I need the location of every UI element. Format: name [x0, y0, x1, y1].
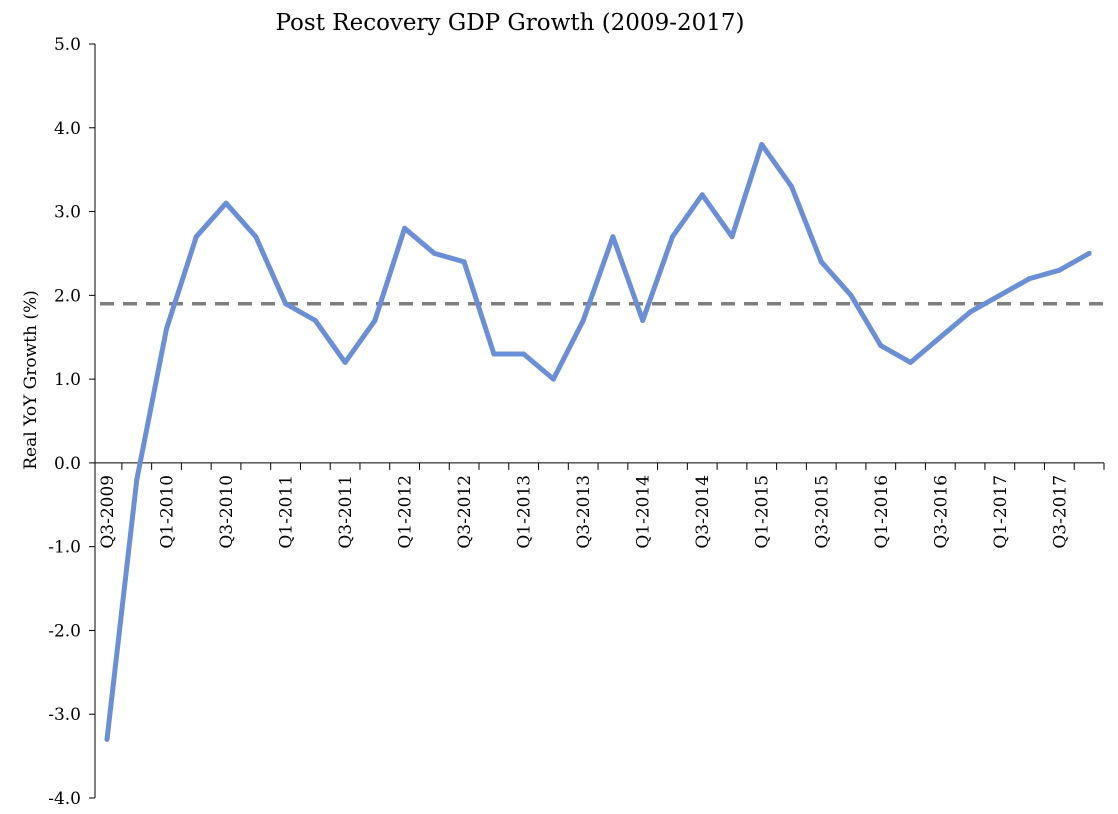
x-tick-label: Q1-2016: [872, 475, 892, 549]
data-point: [342, 359, 348, 365]
y-tick-label: 5.0: [54, 35, 81, 55]
data-point: [521, 351, 527, 357]
x-tick-label: Q1-2014: [634, 475, 654, 549]
data-point: [253, 234, 259, 240]
data-point: [372, 317, 378, 323]
chart-title: Post Recovery GDP Growth (2009-2017): [276, 10, 745, 36]
x-axis-ticks: Q3-2009 Q1-2010 Q3-2010 Q1-2011 Q3-2011 Q1-20…: [98, 462, 1105, 549]
x-tick-label: Q3-2016: [931, 475, 951, 549]
x-tick-label: Q3-2013: [574, 475, 594, 549]
data-point: [997, 292, 1003, 298]
data-point: [402, 225, 408, 231]
data-point: [669, 234, 675, 240]
data-point: [491, 351, 497, 357]
data-point: [789, 183, 795, 189]
data-point: [461, 259, 467, 265]
x-tick-label: Q1-2011: [277, 475, 297, 549]
data-point: [134, 477, 140, 483]
data-point: [312, 317, 318, 323]
data-point: [1027, 276, 1033, 282]
y-axis-label: Real YoY Growth (%): [21, 290, 41, 470]
x-tick-label: Q1-2012: [396, 475, 416, 549]
data-point: [699, 192, 705, 198]
data-point: [610, 234, 616, 240]
x-tick-label: Q1-2017: [991, 475, 1011, 549]
y-tick-label: 4.0: [54, 119, 81, 139]
data-point: [580, 317, 586, 323]
data-point: [908, 359, 914, 365]
data-point: [818, 259, 824, 265]
data-point: [878, 343, 884, 349]
y-tick-label: -2.0: [48, 621, 81, 641]
data-point: [193, 234, 199, 240]
series-points: [104, 142, 1092, 742]
data-point: [1086, 250, 1092, 256]
y-tick-label: 0.0: [54, 454, 81, 474]
y-tick-label: -3.0: [48, 705, 81, 725]
data-point: [550, 376, 556, 382]
x-tick-label: Q3-2011: [336, 475, 356, 549]
y-tick-label: 1.0: [54, 370, 81, 390]
data-point: [967, 309, 973, 315]
data-point: [640, 317, 646, 323]
y-tick-label: 2.0: [54, 286, 81, 306]
x-tick-label: Q3-2009: [98, 475, 118, 549]
x-tick-label: Q1-2010: [158, 475, 178, 549]
x-tick-label: Q3-2017: [1050, 475, 1070, 549]
x-tick-label: Q3-2010: [217, 475, 237, 549]
y-tick-label: -1.0: [48, 538, 81, 558]
data-point: [431, 250, 437, 256]
data-point: [937, 334, 943, 340]
y-axis-ticks: 5.0 4.0 3.0 2.0 1.0 0.0 -1.0 -2.0 -3.0 -4.0: [48, 35, 95, 809]
y-tick-label: 3.0: [54, 203, 81, 223]
data-point: [848, 292, 854, 298]
x-tick-label: Q1-2015: [753, 475, 773, 549]
x-tick-label: Q1-2013: [515, 475, 535, 549]
x-tick-label: Q3-2012: [455, 475, 475, 549]
x-tick-label: Q3-2014: [693, 475, 713, 549]
data-point: [164, 326, 170, 332]
y-tick-label: -4.0: [48, 789, 81, 809]
x-tick-label: Q3-2015: [812, 475, 832, 549]
data-point: [223, 200, 229, 206]
data-point: [104, 736, 110, 742]
gdp-growth-series-line: [104, 142, 1092, 742]
data-point: [1056, 267, 1062, 273]
data-point: [729, 234, 735, 240]
data-point: [283, 301, 289, 307]
data-point: [759, 142, 765, 148]
